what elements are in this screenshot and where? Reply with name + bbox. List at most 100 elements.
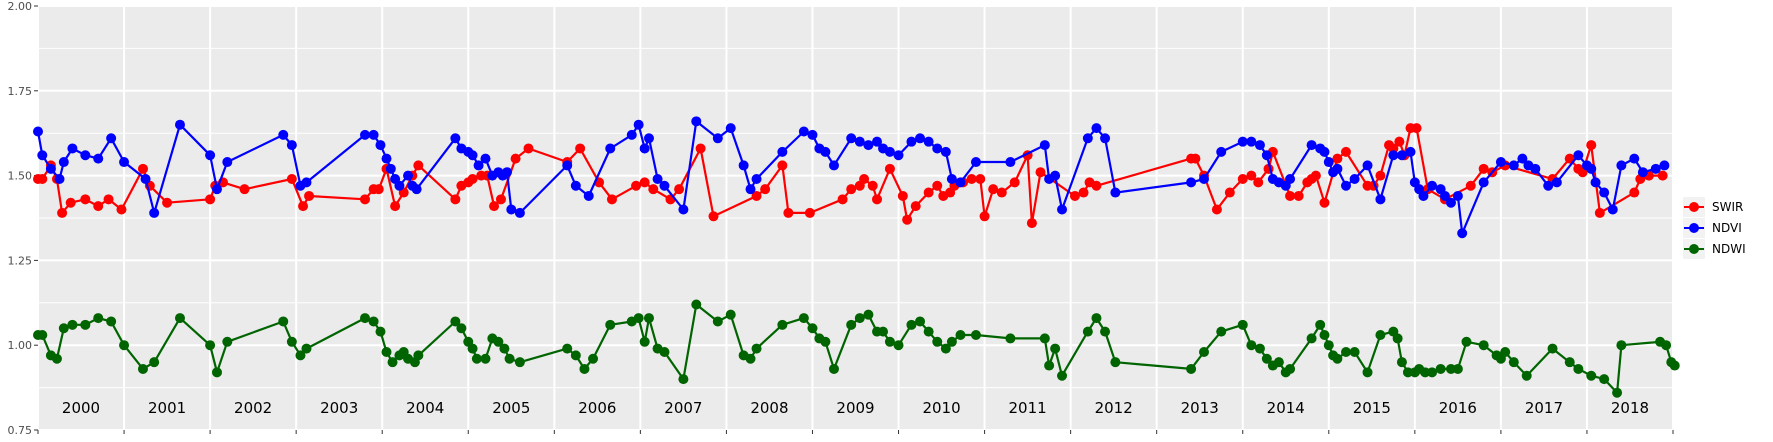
year-label: 2004 xyxy=(406,399,444,417)
data-point-ndwi xyxy=(884,336,895,347)
data-point-ndwi xyxy=(514,357,525,368)
year-label: 2017 xyxy=(1525,399,1563,417)
data-point-swir xyxy=(837,194,848,205)
year-label: 2011 xyxy=(1009,399,1047,417)
data-point-swir xyxy=(1310,170,1321,181)
data-point-swir xyxy=(695,143,706,154)
data-point-ndwi xyxy=(119,340,130,351)
data-point-ndwi xyxy=(579,363,590,374)
data-point-ndwi xyxy=(1547,343,1558,354)
data-point-ndvi xyxy=(467,150,478,161)
data-point-ndvi xyxy=(643,133,654,144)
data-point-ndwi xyxy=(1573,363,1584,374)
data-point-swir xyxy=(1341,146,1351,157)
data-point-ndvi xyxy=(1457,228,1468,239)
data-point-ndwi xyxy=(295,350,306,361)
year-label: 2013 xyxy=(1181,399,1219,417)
data-point-ndwi xyxy=(58,323,69,334)
data-point-ndvi xyxy=(222,157,233,168)
data-point-ndvi xyxy=(798,126,809,137)
data-point-swir xyxy=(1211,204,1222,215)
data-point-ndwi xyxy=(174,313,185,324)
data-point-ndvi xyxy=(1362,160,1373,171)
data-point-ndvi xyxy=(1616,160,1627,171)
data-point-swir xyxy=(777,160,788,171)
year-label: 2000 xyxy=(62,399,100,417)
data-point-ndvi xyxy=(1508,160,1519,171)
data-point-ndwi xyxy=(828,363,839,374)
data-point-ndvi xyxy=(514,207,525,218)
data-point-swir xyxy=(966,173,977,184)
data-point-swir xyxy=(996,187,1007,198)
data-point-ndvi xyxy=(1599,187,1610,198)
data-point-ndvi xyxy=(33,126,43,137)
data-point-swir xyxy=(1478,163,1489,174)
data-point-ndwi xyxy=(1661,340,1672,351)
data-point-ndwi xyxy=(67,319,78,330)
data-point-ndwi xyxy=(1452,363,1463,374)
data-point-ndvi xyxy=(473,160,484,171)
data-point-ndvi xyxy=(174,119,185,130)
legend-key-point-ndvi xyxy=(1689,223,1699,233)
data-point-ndwi xyxy=(1478,340,1489,351)
data-point-ndvi xyxy=(946,173,957,184)
data-point-ndwi xyxy=(751,343,762,354)
data-point-ndvi xyxy=(140,173,151,184)
data-point-ndvi xyxy=(893,150,904,161)
data-point-ndwi xyxy=(1362,367,1373,378)
data-point-ndwi xyxy=(80,319,91,330)
data-point-ndvi xyxy=(1478,177,1489,188)
data-point-ndwi xyxy=(878,326,889,337)
year-label: 2008 xyxy=(750,399,788,417)
data-point-swir xyxy=(239,184,250,195)
y-tick-label: 1.00 xyxy=(8,339,33,352)
data-point-ndwi xyxy=(1564,357,1575,368)
x-axis xyxy=(37,430,1674,434)
data-point-ndvi xyxy=(1495,157,1506,168)
data-point-ndwi xyxy=(777,319,788,330)
y-tick-label: 0.75 xyxy=(8,424,33,437)
data-point-ndwi xyxy=(137,363,148,374)
data-point-ndwi xyxy=(1057,370,1068,381)
data-point-ndwi xyxy=(940,343,951,354)
data-point-swir xyxy=(495,194,506,205)
data-point-swir xyxy=(57,207,68,218)
data-point-ndvi xyxy=(906,136,917,147)
data-point-ndvi xyxy=(1110,187,1121,198)
data-point-ndvi xyxy=(385,163,396,174)
data-point-ndwi xyxy=(1508,357,1519,368)
data-point-ndwi xyxy=(471,353,482,364)
year-label: 2016 xyxy=(1439,399,1477,417)
data-point-ndwi xyxy=(807,323,818,334)
data-point-ndvi xyxy=(211,184,222,195)
data-point-ndwi xyxy=(1500,346,1511,357)
legend-label-swir: SWIR xyxy=(1712,200,1743,214)
data-point-ndwi xyxy=(639,336,650,347)
data-point-ndwi xyxy=(1341,346,1351,357)
data-point-ndwi xyxy=(1273,357,1284,368)
data-point-ndvi xyxy=(884,146,895,157)
data-point-swir xyxy=(783,207,794,218)
data-point-ndwi xyxy=(1237,319,1248,330)
data-point-ndvi xyxy=(93,153,104,164)
y-axis: 0.75 1.00 1.25 1.50 1.75 2.00 xyxy=(8,0,38,437)
data-point-swir xyxy=(674,184,685,195)
data-point-ndvi xyxy=(394,180,405,191)
data-point-swir xyxy=(1629,187,1640,198)
data-point-ndvi xyxy=(1445,197,1456,208)
data-point-ndwi xyxy=(725,309,736,320)
data-point-swir xyxy=(413,160,424,171)
data-point-ndwi xyxy=(286,336,297,347)
data-point-swir xyxy=(751,190,762,201)
data-point-ndwi xyxy=(854,313,865,324)
data-point-ndwi xyxy=(387,357,398,368)
data-point-swir xyxy=(1293,190,1304,201)
data-point-ndwi xyxy=(205,340,216,351)
data-point-swir xyxy=(872,194,883,205)
data-point-ndvi xyxy=(1590,177,1601,188)
data-point-ndvi xyxy=(1586,163,1597,174)
data-point-ndvi xyxy=(1659,160,1670,171)
data-point-ndwi xyxy=(1044,360,1055,371)
data-point-ndvi xyxy=(691,116,702,127)
data-point-swir xyxy=(988,184,999,195)
